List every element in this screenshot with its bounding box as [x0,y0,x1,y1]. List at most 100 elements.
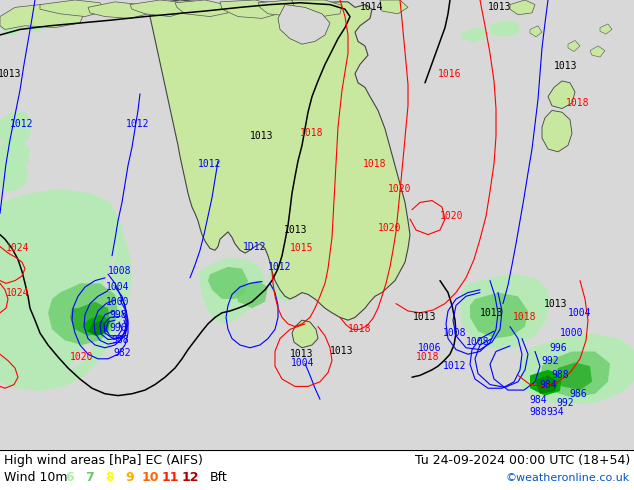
Polygon shape [200,258,265,324]
Polygon shape [88,320,108,336]
Text: 986: 986 [569,389,587,399]
Text: 1018: 1018 [348,324,372,334]
Text: 1004: 1004 [568,308,592,318]
Text: 1013: 1013 [544,298,568,309]
Polygon shape [460,274,550,349]
Polygon shape [0,4,85,29]
Polygon shape [292,0,342,17]
Text: 1024: 1024 [6,288,30,297]
Polygon shape [278,4,330,44]
Polygon shape [590,46,605,57]
Polygon shape [258,0,310,17]
Polygon shape [510,0,535,15]
Polygon shape [150,0,410,320]
Text: 1008: 1008 [443,328,467,338]
Text: 10: 10 [141,471,158,485]
Polygon shape [0,112,32,147]
Polygon shape [518,333,634,405]
Text: Bft: Bft [210,471,228,485]
Text: 11: 11 [161,471,179,485]
Text: 1013: 1013 [250,131,274,141]
Text: 1013: 1013 [488,2,512,12]
Text: 992: 992 [541,356,559,366]
Text: 1013: 1013 [0,69,22,78]
Text: 1013: 1013 [413,313,437,322]
Polygon shape [220,0,278,19]
Polygon shape [530,26,542,37]
Text: 1024: 1024 [6,244,30,253]
Polygon shape [268,265,305,302]
Text: 996: 996 [549,343,567,353]
Polygon shape [488,20,520,37]
Text: 1000: 1000 [107,297,130,307]
Text: 1015: 1015 [290,244,314,253]
Text: 1004: 1004 [291,358,314,368]
Polygon shape [292,320,318,348]
Text: 1016: 1016 [438,69,462,78]
Text: 1018: 1018 [363,159,387,169]
Polygon shape [235,281,268,308]
Polygon shape [548,81,575,109]
Text: 1012: 1012 [10,119,34,129]
Polygon shape [540,351,610,397]
Polygon shape [470,293,528,339]
Text: 1018: 1018 [566,98,590,108]
Polygon shape [0,161,28,192]
Polygon shape [380,0,408,14]
Text: 1D12: 1D12 [243,242,267,251]
Text: 984: 984 [539,380,557,390]
Polygon shape [0,20,22,35]
Polygon shape [88,2,148,19]
Text: 1012: 1012 [198,159,222,169]
Text: 1013: 1013 [330,346,354,356]
Polygon shape [175,0,228,17]
Polygon shape [0,189,120,385]
Polygon shape [22,14,48,32]
Text: Wind 10m: Wind 10m [4,471,67,485]
Text: 1006: 1006 [418,343,442,353]
Polygon shape [530,370,562,395]
Text: 1020: 1020 [70,352,94,362]
Text: 1012: 1012 [443,361,467,371]
Polygon shape [0,221,132,391]
Text: 1013: 1013 [290,349,314,359]
Text: 1018: 1018 [417,352,440,362]
Text: 1018: 1018 [514,313,537,322]
Text: 12: 12 [181,471,198,485]
Polygon shape [462,27,485,42]
Text: 8: 8 [106,471,114,485]
Text: 1013: 1013 [284,225,307,235]
Text: 1012: 1012 [268,262,292,272]
Polygon shape [542,110,572,152]
Text: 6: 6 [66,471,74,485]
Text: 1020: 1020 [440,211,463,221]
Text: ©weatheronline.co.uk: ©weatheronline.co.uk [506,473,630,483]
Text: 982: 982 [113,348,131,358]
Text: 1000: 1000 [560,328,584,338]
Text: 1018: 1018 [301,128,324,138]
Text: 992: 992 [556,398,574,408]
Polygon shape [0,140,30,173]
Text: Tu 24-09-2024 00:00 UTC (18+54): Tu 24-09-2024 00:00 UTC (18+54) [415,454,630,467]
Polygon shape [70,302,110,336]
Text: 998: 998 [109,310,127,319]
Text: 996: 996 [109,322,127,333]
Text: 1004: 1004 [107,282,130,292]
Text: 1014: 1014 [360,2,384,12]
Text: 7: 7 [86,471,94,485]
Text: 1008: 1008 [108,267,132,276]
Text: 988: 988 [111,335,129,345]
Text: 934: 934 [546,407,564,417]
Polygon shape [600,24,612,34]
Text: 984: 984 [529,395,547,405]
Polygon shape [568,41,580,51]
Polygon shape [40,0,105,17]
Text: 1013: 1013 [480,308,504,318]
Text: 988: 988 [529,407,547,417]
Text: 988: 988 [551,370,569,380]
Text: 1008: 1008 [466,337,489,347]
Polygon shape [554,363,592,390]
Text: 1020: 1020 [388,184,411,194]
Text: High wind areas [hPa] EC (AIFS): High wind areas [hPa] EC (AIFS) [4,454,203,467]
Polygon shape [130,0,188,17]
